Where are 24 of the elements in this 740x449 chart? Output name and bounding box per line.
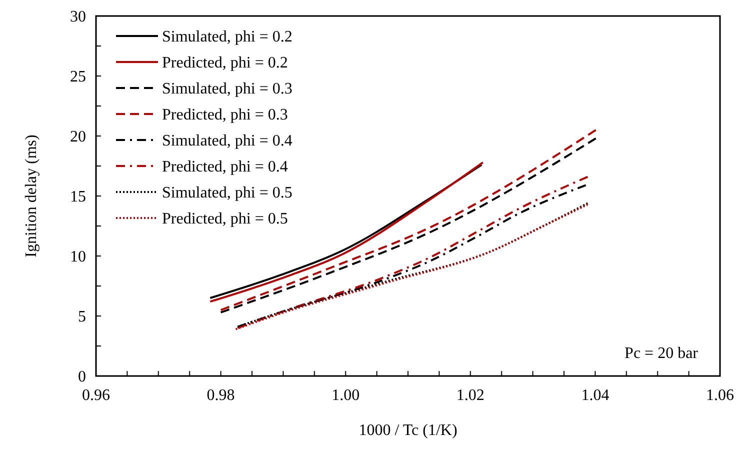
x-axis-title: 1000 / Tc (1/K)	[358, 422, 458, 439]
y-tick-label: 0	[78, 368, 86, 386]
x-tick-label: 1.04	[581, 387, 610, 404]
x-tick-label: 1.02	[456, 387, 484, 404]
legend-label: Simulated, phi = 0.5	[162, 184, 292, 202]
y-axis-title: Ignition delay (ms)	[23, 134, 40, 258]
y-tick-label: 10	[70, 248, 86, 266]
legend-label: Predicted, phi = 0.5	[162, 210, 288, 228]
legend-label: Simulated, phi = 0.3	[162, 80, 292, 98]
x-tick-label: 1.00	[332, 387, 360, 404]
y-tick-label: 30	[70, 8, 86, 26]
y-tick-label: 5	[78, 308, 86, 326]
x-tick-label: 0.96	[82, 387, 110, 404]
legend-label: Simulated, phi = 0.2	[162, 28, 292, 46]
legend-label: Predicted, phi = 0.2	[162, 54, 288, 72]
x-tick-label: 1.06	[706, 387, 734, 404]
y-tick-label: 15	[70, 188, 86, 206]
x-tick-label: 0.98	[206, 387, 235, 404]
legend-label: Simulated, phi = 0.4	[162, 132, 292, 150]
y-tick-label: 20	[70, 128, 86, 146]
annotation: Pc = 20 bar	[624, 345, 699, 362]
y-tick-label: 25	[70, 68, 86, 86]
legend-label: Predicted, phi = 0.3	[162, 106, 288, 124]
legend-label: Predicted, phi = 0.4	[162, 158, 288, 176]
